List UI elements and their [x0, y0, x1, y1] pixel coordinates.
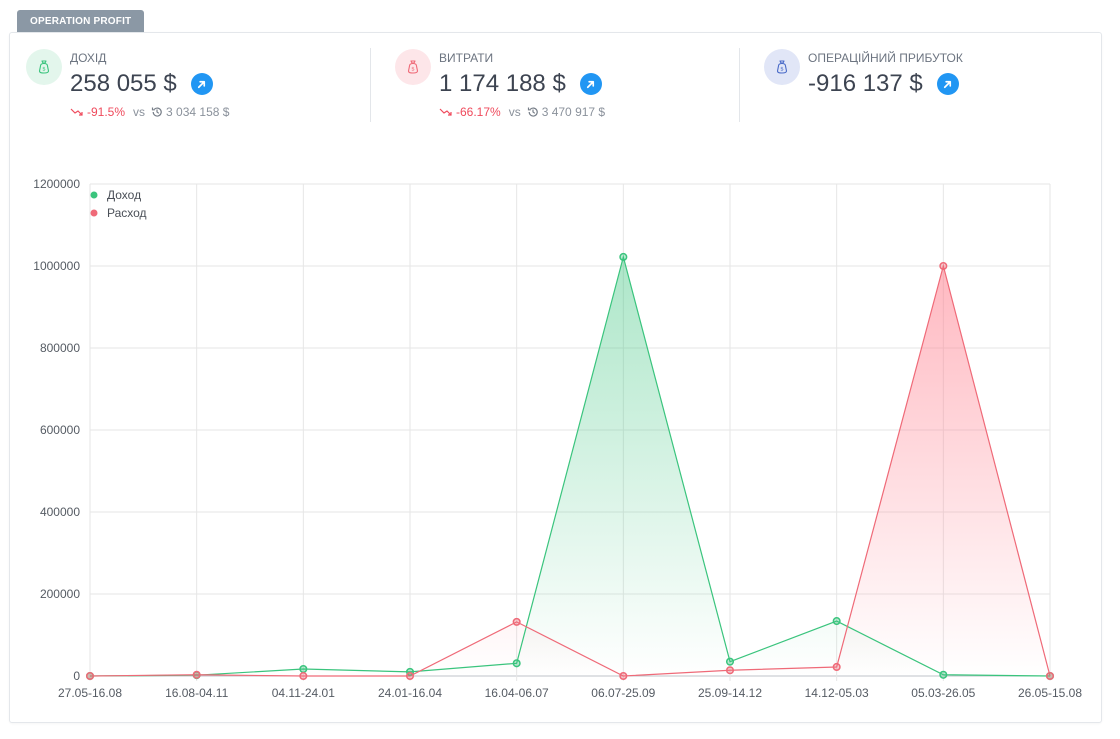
x-tick-label: 27.05-16.08	[58, 686, 122, 700]
data-point[interactable]	[832, 617, 841, 626]
data-point[interactable]	[512, 617, 521, 626]
arrow-up-right-icon	[944, 80, 952, 88]
data-point[interactable]	[1045, 671, 1055, 681]
legend-marker	[90, 191, 98, 199]
data-point[interactable]	[299, 664, 308, 674]
data-point[interactable]	[832, 662, 841, 672]
kpi-income-previous: 3 034 158 $	[166, 105, 230, 119]
x-tick-label: 25.09-14.12	[698, 686, 762, 700]
arrow-up-right-icon	[587, 80, 595, 88]
trend-down-icon	[70, 108, 83, 116]
history-icon	[527, 107, 538, 117]
kpi-operating-profit-amount: -916 137 $	[808, 70, 923, 97]
kpi-income-value: 258 055 $	[70, 70, 213, 98]
data-point[interactable]	[619, 252, 628, 262]
kpi-expenses-compare: -66.17% vs 3 470 917 $	[439, 105, 605, 119]
x-tick-label: 04.11-24.01	[272, 686, 335, 700]
chart-areas	[90, 256, 1050, 676]
series-line-1	[89, 263, 1051, 677]
y-tick-label: 600000	[40, 423, 80, 437]
series-area-0	[90, 256, 1050, 676]
data-point[interactable]	[512, 659, 521, 668]
y-tick-label: 400000	[40, 505, 80, 519]
legend-label[interactable]: Расход	[107, 206, 147, 220]
x-tick-label: 26.05-15.08	[1018, 686, 1082, 700]
svg-text:$: $	[780, 67, 784, 73]
kpi-operating-profit: $ ОПЕРАЦІЙНИЙ ПРИБУТОК -916 137 $	[764, 49, 1094, 129]
open-income-button[interactable]	[190, 73, 213, 95]
trend-down-icon	[439, 108, 452, 116]
y-tick-label: 0	[73, 669, 80, 683]
kpi-income-vs: vs	[133, 105, 146, 119]
data-point[interactable]	[725, 666, 735, 675]
data-point[interactable]	[85, 671, 95, 681]
data-point[interactable]	[939, 261, 948, 271]
y-tick-label: 1000000	[33, 259, 80, 273]
kpi-expenses-label: ВИТРАТИ	[439, 51, 494, 65]
data-point[interactable]	[725, 657, 735, 666]
kpi-expenses: $ ВИТРАТИ 1 174 188 $ -66.17% vs 3 470 9…	[395, 49, 725, 129]
data-point[interactable]	[405, 671, 415, 681]
x-tick-label: 24.01-16.04	[378, 686, 442, 700]
legend-marker	[90, 209, 98, 217]
money-bag-icon: $	[395, 49, 431, 85]
x-tick-label: 16.04-06.07	[485, 686, 549, 700]
chart-points	[85, 252, 1055, 681]
x-tick-label: 05.03-26.05	[911, 686, 975, 700]
data-point[interactable]	[939, 670, 948, 679]
x-tick-label: 06.07-25.09	[591, 686, 655, 700]
kpi-expenses-change: -66.17%	[456, 105, 501, 119]
chart-axes: 1200000 1000000 800000 600000 400000 200000 0 2…	[33, 177, 1082, 700]
data-point[interactable]	[619, 671, 628, 681]
open-expenses-button[interactable]	[579, 73, 602, 95]
history-icon	[151, 107, 162, 117]
x-tick-label: 16.08-04.11	[165, 686, 228, 700]
money-bag-icon: $	[764, 49, 800, 85]
svg-text:$: $	[411, 67, 415, 73]
kpi-operating-profit-label: ОПЕРАЦІЙНИЙ ПРИБУТОК	[808, 51, 963, 65]
kpi-expenses-previous: 3 470 917 $	[541, 105, 606, 119]
kpi-expenses-amount: 1 174 188 $	[439, 70, 566, 97]
kpi-income: $ ДОХІД 258 055 $ -91.5% vs 3 034 158 $	[26, 49, 356, 129]
kpi-income-label: ДОХІД	[70, 51, 107, 65]
kpi-operating-profit-value: -916 137 $	[808, 70, 959, 98]
kpi-expenses-vs: vs	[508, 105, 521, 119]
kpi-divider	[739, 48, 740, 122]
series-line-0	[89, 254, 1051, 677]
chart-lines	[89, 254, 1051, 677]
x-tick-label: 14.12-05.03	[805, 686, 869, 700]
arrow-up-right-icon	[198, 80, 206, 88]
kpi-income-amount: 258 055 $	[70, 70, 177, 97]
data-point[interactable]	[192, 670, 201, 679]
kpi-income-change: -91.5%	[87, 105, 126, 119]
y-tick-label: 200000	[40, 587, 80, 601]
series-area-1	[90, 266, 1050, 676]
y-tick-label: 800000	[40, 341, 80, 355]
svg-text:$: $	[42, 67, 46, 73]
kpi-expenses-value: 1 174 188 $	[439, 70, 602, 98]
legend-label[interactable]: Доход	[107, 188, 141, 202]
chart-legend: Доход Расход	[90, 188, 147, 220]
kpi-income-compare: -91.5% vs 3 034 158 $	[70, 105, 229, 119]
data-point[interactable]	[299, 671, 308, 681]
kpi-divider	[370, 48, 371, 122]
operation-profit-tab: OPERATION PROFIT	[17, 10, 145, 33]
open-operating-profit-button[interactable]	[936, 73, 959, 95]
money-bag-icon: $	[26, 49, 62, 85]
y-tick-label: 1200000	[33, 177, 80, 191]
